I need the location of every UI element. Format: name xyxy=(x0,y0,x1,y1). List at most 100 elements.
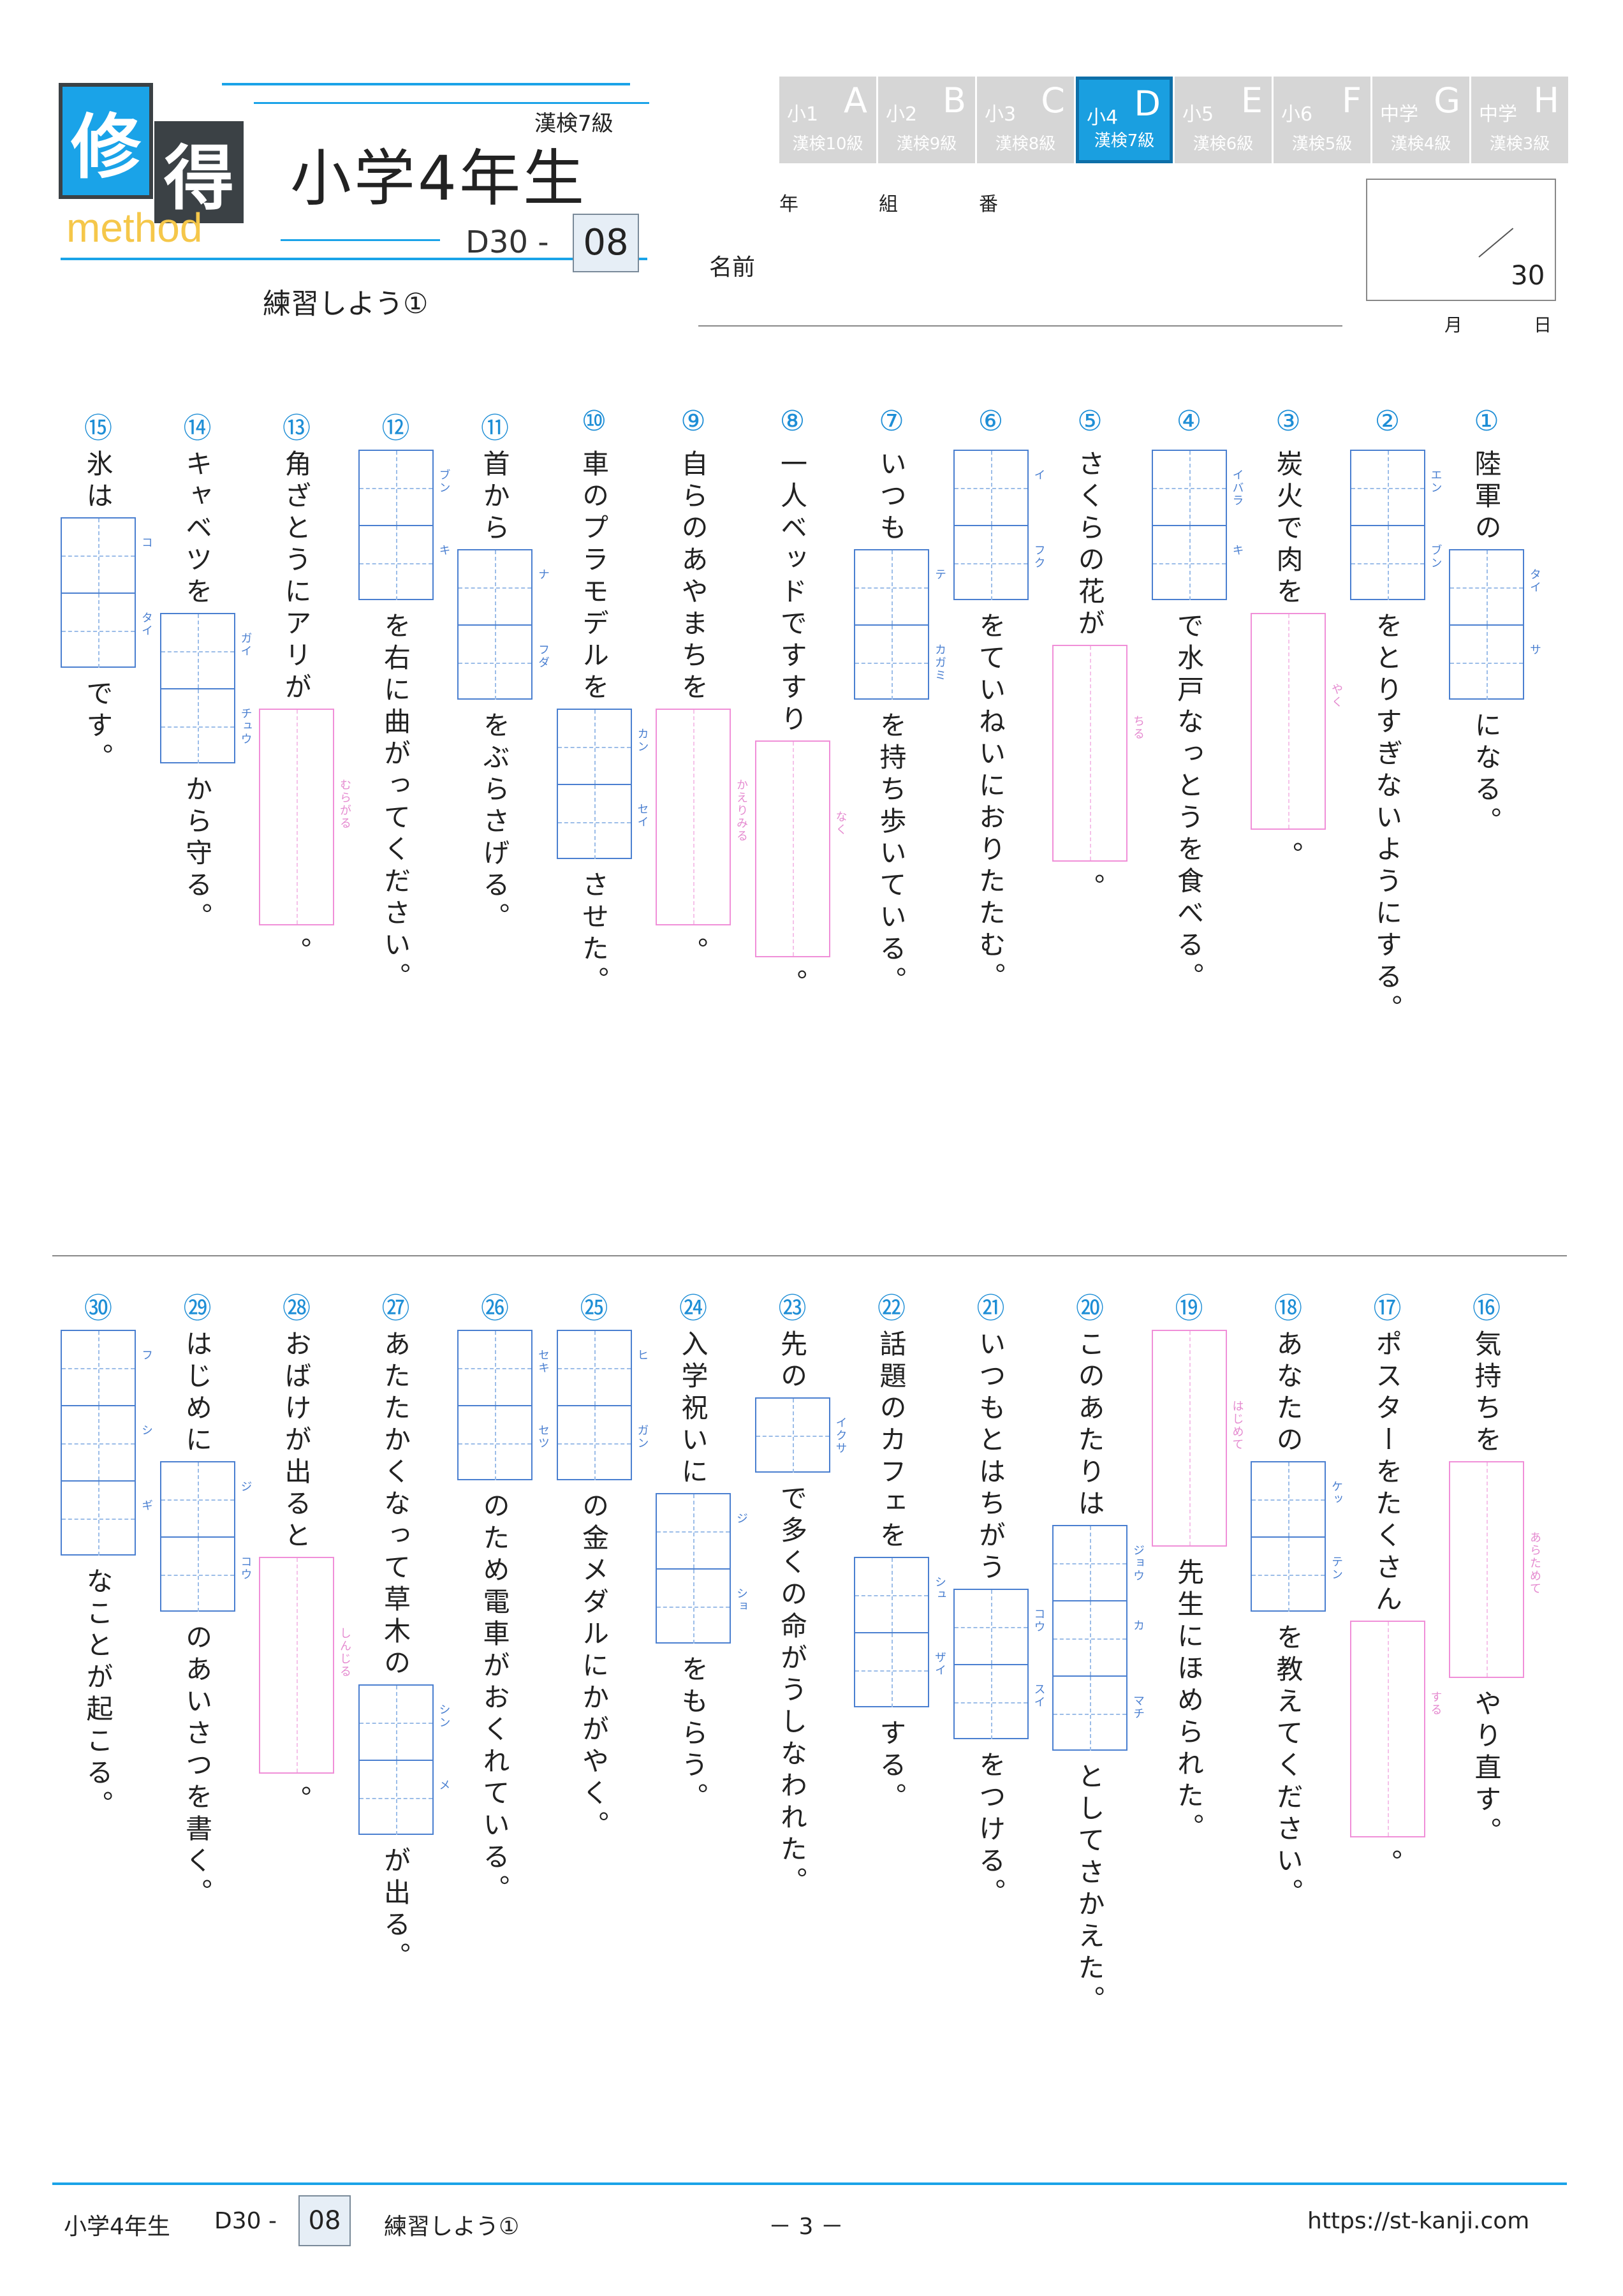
answer-cell[interactable] xyxy=(359,525,432,600)
grade-tab[interactable]: 小1 A 漢検10級 xyxy=(779,77,876,163)
answer-cell[interactable] xyxy=(855,1632,928,1707)
grade-tab[interactable]: 小6 F 漢検5級 xyxy=(1274,77,1370,163)
answer-cell[interactable] xyxy=(657,1568,730,1644)
answer-cell[interactable] xyxy=(1252,1536,1325,1612)
answer-cell[interactable] xyxy=(459,624,531,700)
answer-box-kanji[interactable] xyxy=(61,517,136,668)
answer-cell[interactable] xyxy=(1450,550,1523,624)
reading-hint: ガイ xyxy=(239,632,253,658)
footer-url[interactable]: https://st-kanji.com xyxy=(1307,2208,1530,2234)
footer-code-number: 08 xyxy=(298,2195,351,2246)
answer-box-kana[interactable] xyxy=(754,740,830,957)
answer-cell[interactable] xyxy=(1152,451,1226,525)
answer-cell[interactable] xyxy=(855,550,928,624)
answer-box-kanji[interactable] xyxy=(854,1557,929,1707)
answer-box-kanji[interactable] xyxy=(953,450,1029,600)
footer-subtitle: 練習しよう① xyxy=(384,2214,520,2240)
answer-cell[interactable] xyxy=(756,1399,829,1473)
answer-cell[interactable] xyxy=(62,1405,135,1480)
answer-cell[interactable] xyxy=(657,1494,730,1568)
answer-box-kana[interactable] xyxy=(1349,1621,1425,1837)
answer-box-kanji[interactable] xyxy=(1449,549,1524,700)
answer-box-kana[interactable] xyxy=(1052,645,1127,862)
answer-cell[interactable] xyxy=(557,1405,631,1480)
grade-tab-kanken: 漢検10級 xyxy=(792,135,863,154)
name-field[interactable] xyxy=(698,325,1342,327)
answer-box-kanji[interactable] xyxy=(556,1330,632,1480)
answer-cell[interactable] xyxy=(1152,525,1226,600)
answer-box-kanji[interactable] xyxy=(457,549,532,700)
answer-box-kanji[interactable] xyxy=(358,1684,434,1835)
grade-tab[interactable]: 中学 G 漢検4級 xyxy=(1372,77,1469,163)
answer-cell[interactable] xyxy=(954,1664,1027,1739)
answer-cell[interactable] xyxy=(1252,1462,1325,1536)
question-text: をていねいにおりたたむ。 xyxy=(974,612,1006,994)
answer-cell[interactable] xyxy=(954,525,1027,600)
answer-cell[interactable] xyxy=(1054,1675,1126,1751)
answer-box-kana[interactable] xyxy=(1151,1330,1227,1547)
question-number: ⑬ xyxy=(283,412,311,445)
grade-tab[interactable]: 中学 H 漢検3級 xyxy=(1471,77,1568,163)
question-text: いつもとはちがう xyxy=(974,1330,1006,1585)
answer-cell[interactable] xyxy=(1351,525,1424,600)
answer-cell[interactable] xyxy=(855,624,928,700)
answer-cell[interactable] xyxy=(62,519,135,592)
answer-box-kanji[interactable] xyxy=(358,450,434,600)
reading-hint: しんじる xyxy=(338,1627,351,1678)
answer-box-kanji[interactable] xyxy=(61,1330,136,1556)
answer-cell[interactable] xyxy=(359,1686,432,1760)
grade-tab[interactable]: 小2 B 漢検9級 xyxy=(878,77,975,163)
answer-cell[interactable] xyxy=(1351,451,1424,525)
answer-box-kana[interactable] xyxy=(1449,1461,1524,1678)
answer-box-kanji[interactable] xyxy=(159,1461,235,1612)
question-text: させた。 xyxy=(578,871,610,998)
answer-box-kanji[interactable] xyxy=(457,1330,532,1480)
question-number: ⑧ xyxy=(779,405,805,438)
answer-box-kana[interactable] xyxy=(656,709,731,925)
answer-cell[interactable] xyxy=(161,614,234,688)
question-number: ① xyxy=(1474,405,1499,438)
answer-cell[interactable] xyxy=(62,592,135,668)
answer-cell[interactable] xyxy=(557,710,631,784)
answer-box-kanji[interactable] xyxy=(1251,1461,1326,1612)
score-slash xyxy=(1478,228,1514,258)
answer-cell[interactable] xyxy=(161,688,234,763)
answer-box-kana[interactable] xyxy=(259,1557,334,1774)
answer-box-kana[interactable] xyxy=(1251,613,1326,830)
score-box[interactable]: 30 xyxy=(1366,179,1556,301)
answer-cell[interactable] xyxy=(1054,1600,1126,1675)
answer-box-kana[interactable] xyxy=(259,709,334,925)
grade-tab[interactable]: 小4 D 漢検7級 xyxy=(1076,77,1173,163)
answer-cell[interactable] xyxy=(855,1558,928,1632)
answer-box-kanji[interactable] xyxy=(1052,1525,1127,1751)
question-number: ㉖ xyxy=(481,1292,509,1325)
grade-tab[interactable]: 小3 C 漢検8級 xyxy=(977,77,1074,163)
answer-cell[interactable] xyxy=(954,1590,1027,1664)
answer-cell[interactable] xyxy=(459,550,531,624)
answer-cell[interactable] xyxy=(161,1462,234,1536)
answer-box-kanji[interactable] xyxy=(1349,450,1425,600)
grade-tab-kanken: 漢検5級 xyxy=(1291,135,1353,154)
answer-box-kanji[interactable] xyxy=(556,709,632,859)
answer-box-kanji[interactable] xyxy=(854,549,929,700)
answer-cell[interactable] xyxy=(62,1331,135,1405)
answer-cell[interactable] xyxy=(557,1331,631,1405)
answer-cell[interactable] xyxy=(161,1536,234,1612)
answer-cell[interactable] xyxy=(557,784,631,859)
answer-cell[interactable] xyxy=(954,451,1027,525)
answer-cell[interactable] xyxy=(459,1405,531,1480)
grade-tab[interactable]: 小5 E 漢検6級 xyxy=(1175,77,1272,163)
answer-cell[interactable] xyxy=(359,451,432,525)
answer-box-kanji[interactable] xyxy=(754,1397,830,1473)
answer-cell[interactable] xyxy=(62,1480,135,1556)
answer-cell[interactable] xyxy=(1054,1526,1126,1600)
answer-box-kanji[interactable] xyxy=(953,1589,1029,1739)
question-text: やり直す。 xyxy=(1471,1689,1502,1849)
answer-box-kanji[interactable] xyxy=(159,613,235,763)
answer-box-kanji[interactable] xyxy=(656,1493,731,1644)
question-number: ⑦ xyxy=(879,405,904,438)
answer-cell[interactable] xyxy=(1450,624,1523,700)
answer-cell[interactable] xyxy=(459,1331,531,1405)
answer-box-kanji[interactable] xyxy=(1151,450,1227,600)
answer-cell[interactable] xyxy=(359,1760,432,1835)
